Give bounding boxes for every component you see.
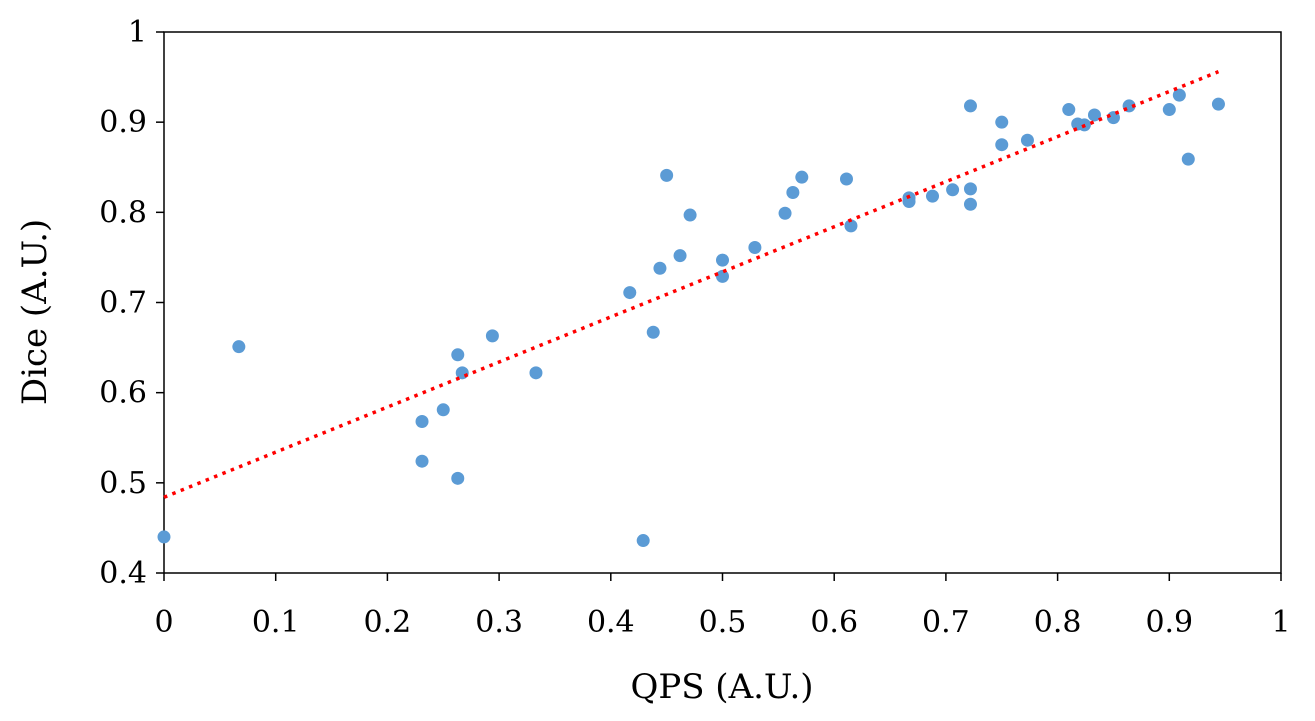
x-tick-label: 1	[1271, 605, 1290, 640]
data-point	[716, 253, 729, 267]
data-point	[1020, 133, 1034, 147]
data-point	[1211, 97, 1225, 111]
x-tick-label: 0.6	[810, 605, 858, 640]
x-tick-label: 0	[154, 605, 173, 640]
data-point	[660, 168, 674, 182]
data-point	[623, 286, 637, 300]
data-point	[995, 138, 1009, 152]
data-point	[673, 249, 687, 263]
y-tick-label: 0.4	[99, 556, 147, 591]
axis-ticks	[156, 31, 1282, 581]
data-point	[786, 185, 800, 199]
x-tick-label: 0.5	[699, 605, 747, 640]
data-point	[748, 240, 762, 254]
data-point	[946, 183, 960, 197]
y-axis-title: Dice (A.U.)	[15, 219, 55, 405]
y-tick-label: 0.7	[99, 286, 147, 321]
x-tick-label: 0.2	[364, 605, 412, 640]
x-tick-label: 0.1	[252, 605, 300, 640]
data-points	[157, 88, 1225, 548]
data-point	[636, 534, 650, 548]
data-point	[795, 170, 809, 184]
data-point	[415, 454, 429, 468]
data-point	[925, 189, 939, 203]
data-point	[963, 197, 977, 211]
data-point	[778, 206, 792, 220]
data-point	[451, 348, 465, 362]
x-tick-label: 0.7	[922, 605, 970, 640]
data-point	[995, 115, 1009, 129]
data-point	[232, 340, 246, 354]
data-point	[902, 195, 916, 209]
plot-area	[163, 31, 1282, 574]
data-point	[963, 99, 977, 113]
x-tick-label: 0.4	[587, 605, 635, 640]
data-point	[653, 261, 667, 275]
y-tick-label: 0.5	[99, 466, 147, 501]
data-point	[157, 530, 171, 544]
data-point	[1172, 88, 1186, 102]
y-tick-label: 0.9	[99, 105, 147, 140]
tick-labels: 0 0.1 0.2 0.3 0.4 0.5 0.6 0.7 0.8 0.9 1 0.4 0.5 0.6 0.…	[99, 15, 1290, 640]
x-tick-label: 0.9	[1145, 605, 1193, 640]
data-point	[683, 208, 697, 222]
data-point	[1087, 108, 1101, 122]
y-tick-label: 0.8	[99, 195, 147, 230]
trendline	[163, 70, 1220, 499]
x-axis-title: QPS (A.U.)	[630, 667, 813, 707]
data-point	[1162, 103, 1176, 117]
data-point	[839, 172, 853, 186]
data-point	[451, 471, 465, 485]
data-point	[485, 329, 499, 343]
y-tick-label: 0.6	[99, 376, 147, 411]
x-tick-label: 0.3	[475, 605, 523, 640]
data-point	[1181, 152, 1195, 166]
data-point	[646, 325, 660, 339]
data-point	[529, 366, 543, 380]
data-point	[716, 269, 729, 283]
x-tick-label: 0.8	[1034, 605, 1082, 640]
data-point	[436, 403, 450, 417]
data-point	[1062, 103, 1076, 117]
y-tick-label: 1	[128, 15, 147, 50]
data-point	[963, 182, 977, 196]
data-point	[415, 415, 429, 429]
data-point	[844, 219, 858, 233]
